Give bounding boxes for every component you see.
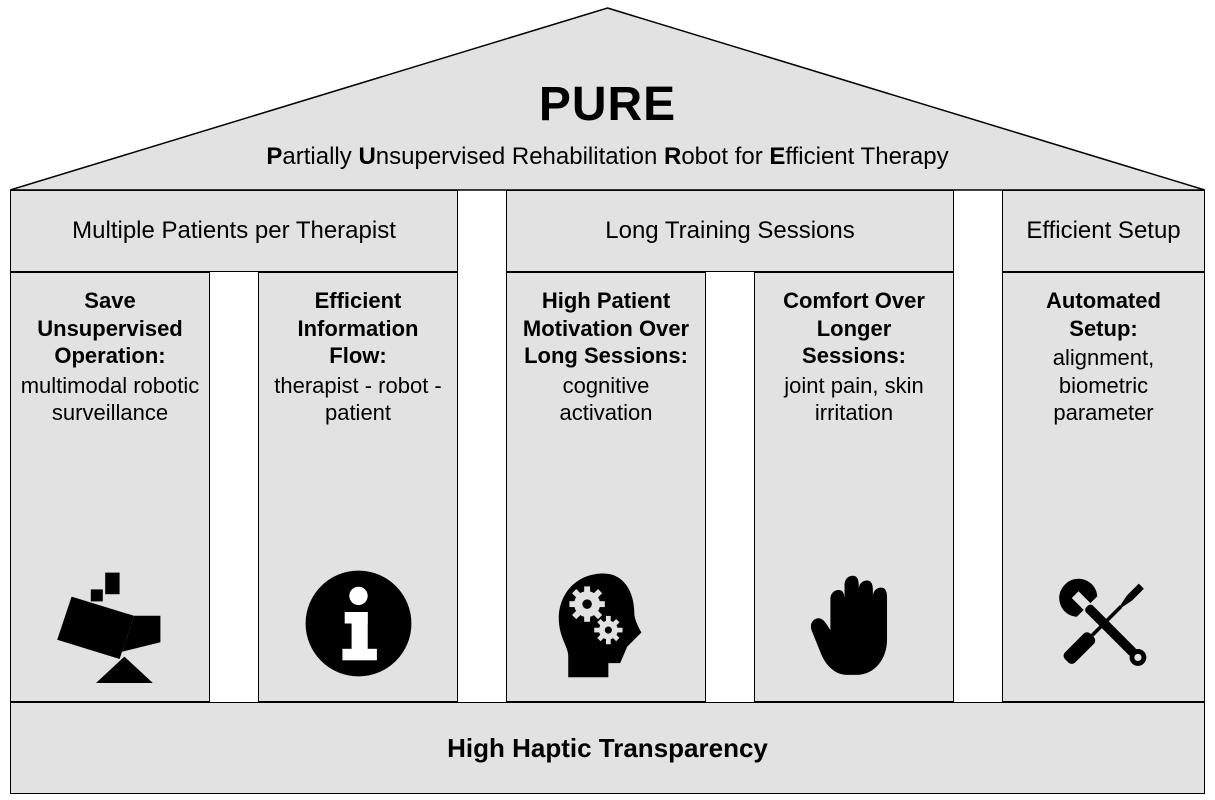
brain-gears-icon — [546, 563, 666, 683]
pillar-patient-motivation: High Patient Motivation Over Long Sessio… — [506, 272, 706, 702]
pillar-automated-setup: Automated Setup: alignment, biometric pa… — [1002, 272, 1205, 702]
pillar-title: Comfort Over Longer Sessions: — [763, 287, 945, 370]
pillar-title: Automated Setup: — [1011, 287, 1196, 342]
roof: PURE Partially Unsupervised Rehabilitati… — [10, 5, 1205, 190]
pillar-information-flow: Efficient Information Flow: therapist - … — [258, 272, 458, 702]
pillar-desc: multimodal robotic surveillance — [19, 372, 201, 427]
header-band: Multiple Patients per Therapist Long Tra… — [10, 190, 1205, 272]
info-icon — [298, 563, 418, 683]
pillar-title: Efficient Information Flow: — [267, 287, 449, 370]
roof-subtitle: Partially Unsupervised Rehabilitation Ro… — [10, 143, 1205, 171]
pillar-desc: alignment, biometric parameter — [1011, 344, 1196, 427]
camera-icon — [50, 563, 170, 683]
pillars-row: Save Unsupervised Operation: multimodal … — [10, 272, 1205, 702]
pillar-title: Save Unsupervised Operation: — [19, 287, 201, 370]
foundation: High Haptic Transparency — [10, 702, 1205, 794]
header-segment-setup: Efficient Setup — [1002, 190, 1205, 272]
header-segment-patients: Multiple Patients per Therapist — [10, 190, 458, 272]
roof-title: PURE — [10, 77, 1205, 132]
header-segment-sessions: Long Training Sessions — [506, 190, 954, 272]
pillar-desc: therapist - robot - patient — [267, 372, 449, 427]
pillar-desc: cognitive activation — [515, 372, 697, 427]
pure-house-diagram: PURE Partially Unsupervised Rehabilitati… — [10, 5, 1205, 795]
hand-icon — [794, 563, 914, 683]
pillar-title: High Patient Motivation Over Long Sessio… — [515, 287, 697, 370]
pillar-comfort: Comfort Over Longer Sessions: joint pain… — [754, 272, 954, 702]
pillar-unsupervised-operation: Save Unsupervised Operation: multimodal … — [10, 272, 210, 702]
tools-icon — [1044, 563, 1164, 683]
pillar-desc: joint pain, skin irritation — [763, 372, 945, 427]
